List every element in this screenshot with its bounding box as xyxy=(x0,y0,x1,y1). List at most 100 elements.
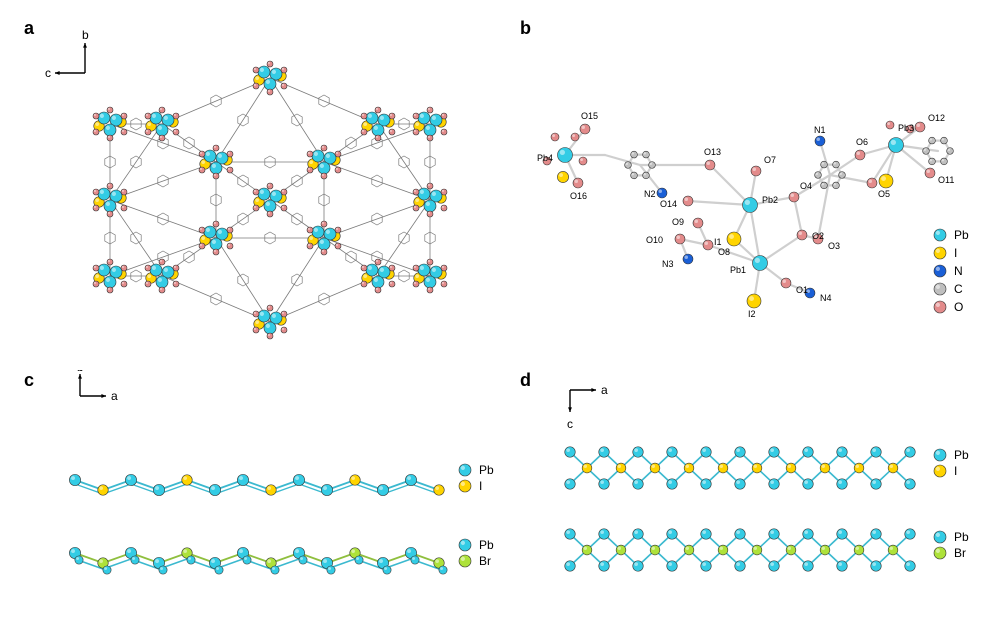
atom-O xyxy=(281,205,287,211)
panel-d-label: d xyxy=(520,370,531,391)
atom-label: I1 xyxy=(714,237,722,247)
atom-Pb xyxy=(159,566,167,574)
atom-O xyxy=(675,234,685,244)
atom-O xyxy=(307,243,313,249)
atom-Pb xyxy=(905,529,916,540)
axis-label: c xyxy=(45,66,51,80)
atom-O xyxy=(389,129,395,135)
atom-O xyxy=(93,205,99,211)
axis-label: b xyxy=(82,28,89,42)
atom-O xyxy=(427,259,433,265)
atom-Pb xyxy=(735,529,746,540)
atom-O xyxy=(173,281,179,287)
atom-Pb xyxy=(599,529,610,540)
atom-O xyxy=(703,240,713,250)
atom-O xyxy=(389,113,395,119)
atom-Pb xyxy=(667,529,678,540)
atom-O xyxy=(253,83,259,89)
atom-Pb xyxy=(125,474,136,485)
atom-O xyxy=(375,259,381,265)
atom-Pb xyxy=(769,479,780,490)
legend-label: I xyxy=(954,464,957,478)
legend-label: Pb xyxy=(479,538,494,552)
atom-mid xyxy=(752,463,762,473)
axis-label: c xyxy=(567,417,573,431)
atom-Pb xyxy=(803,561,814,572)
atom-Pb xyxy=(104,200,116,212)
atom-Pb xyxy=(104,276,116,288)
atom-Pb xyxy=(215,566,223,574)
atom-Pb xyxy=(803,529,814,540)
atom-Pb xyxy=(667,447,678,458)
atom-Pb xyxy=(327,566,335,574)
atom-O xyxy=(413,265,419,271)
atom-O xyxy=(173,113,179,119)
atom-O xyxy=(199,243,205,249)
atom-second xyxy=(182,475,193,486)
atom-Pb xyxy=(204,226,216,238)
atom-O xyxy=(121,265,127,271)
bond xyxy=(794,197,802,235)
linker xyxy=(110,124,162,200)
atom-N xyxy=(815,136,825,146)
atom-mid xyxy=(616,545,626,555)
atom-C xyxy=(631,151,638,158)
atom-O xyxy=(781,278,791,288)
atom-O xyxy=(121,205,127,211)
atom-Pb xyxy=(210,162,222,174)
atom-Pb xyxy=(667,561,678,572)
atom-O xyxy=(321,249,327,255)
atom-O xyxy=(693,218,703,228)
atom-O xyxy=(427,287,433,293)
atom-Pb xyxy=(565,447,576,458)
atom-Pb xyxy=(837,529,848,540)
atom-O xyxy=(281,327,287,333)
atom-O xyxy=(145,129,151,135)
atom-Pb xyxy=(271,566,279,574)
atom-Pb xyxy=(204,150,216,162)
atom-O xyxy=(375,287,381,293)
atom-Pb xyxy=(156,276,168,288)
atom-O xyxy=(281,311,287,317)
atom-O xyxy=(267,305,273,311)
atom-O xyxy=(751,166,761,176)
atom-label: O12 xyxy=(928,113,945,123)
atom-O xyxy=(281,67,287,73)
atom-label: N2 xyxy=(644,189,656,199)
legend-label: I xyxy=(954,246,957,260)
atom-O xyxy=(267,211,273,217)
atom-Pb xyxy=(633,561,644,572)
legend-label: I xyxy=(479,479,482,493)
atom-O xyxy=(253,67,259,73)
atom-Pb xyxy=(837,447,848,458)
atom-Pb xyxy=(98,188,110,200)
panel-a-label: a xyxy=(24,18,34,39)
atom-O xyxy=(121,189,127,195)
atom-mid xyxy=(854,463,864,473)
atom-C xyxy=(929,137,936,144)
atom-N xyxy=(657,188,667,198)
atom-mid xyxy=(786,545,796,555)
legend-label: Pb xyxy=(954,228,969,242)
atom-O xyxy=(107,135,113,141)
atom-O xyxy=(267,183,273,189)
atom-O xyxy=(915,122,925,132)
atom-O xyxy=(427,211,433,217)
atom-O xyxy=(389,281,395,287)
atom-mid xyxy=(684,463,694,473)
atom-C xyxy=(941,137,948,144)
atom-O xyxy=(307,167,313,173)
atom-O xyxy=(159,259,165,265)
atom-Pb xyxy=(312,226,324,238)
atom-C xyxy=(923,148,930,155)
atom-O xyxy=(361,129,367,135)
atom-Pb xyxy=(558,148,573,163)
atom-O xyxy=(886,121,894,129)
atom-Pb xyxy=(264,322,276,334)
atom-Pb xyxy=(411,556,419,564)
atom-Pb xyxy=(871,529,882,540)
legend-swatch xyxy=(459,555,471,567)
panel-b-svg: O15Pb4O16O13N2O14O9O10N3O8O7Pb2I1Pb1I2O1… xyxy=(510,25,980,325)
atom-second xyxy=(350,475,361,486)
atom-C xyxy=(833,182,840,189)
